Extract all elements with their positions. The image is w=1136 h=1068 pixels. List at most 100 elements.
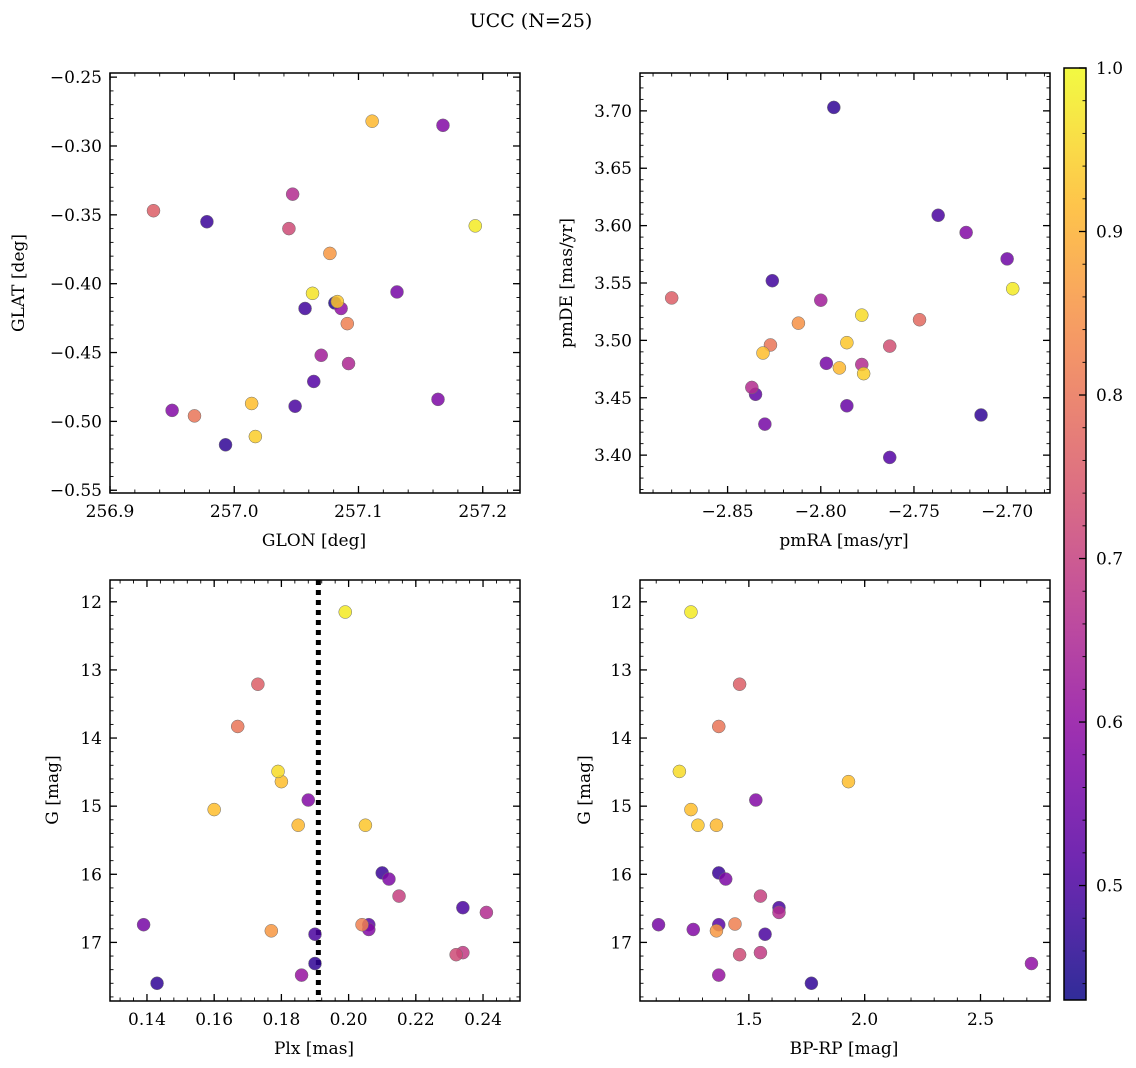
data-point	[712, 719, 726, 734]
data-point	[308, 927, 322, 941]
data-point	[732, 947, 747, 962]
data-point	[314, 348, 328, 363]
data-point	[840, 399, 854, 413]
data-point	[294, 968, 309, 982]
data-point	[307, 374, 321, 389]
colorbar: 0.5 0.6 0.7 0.8 0.9 1.0	[1063, 59, 1123, 1001]
y-tick-label: 14	[610, 729, 632, 749]
x-tick-label: 0.22	[397, 1010, 435, 1030]
data-point	[355, 917, 369, 932]
x-tick-label: −2.85	[702, 502, 754, 522]
colorbar-gradient	[1064, 68, 1086, 1000]
data-point	[230, 719, 245, 734]
y-axis-label: GLAT [deg]	[9, 234, 29, 332]
data-point	[187, 409, 202, 423]
data-point	[672, 764, 687, 779]
x-tick-label: 0.24	[464, 1010, 502, 1030]
data-point	[436, 118, 450, 133]
y-tick-label: 15	[610, 797, 632, 817]
x-tick-label: 0.20	[330, 1010, 368, 1030]
data-point	[765, 273, 780, 288]
data-point	[218, 438, 233, 452]
data-point	[819, 356, 834, 371]
data-point	[974, 408, 988, 422]
x-tick-label: 2.5	[967, 1010, 994, 1030]
data-point	[856, 366, 871, 381]
data-point	[882, 450, 897, 465]
data-point	[732, 677, 747, 691]
x-tick-label: −2.70	[981, 502, 1033, 522]
data-point	[709, 818, 724, 832]
y-tick-label: 3.70	[594, 102, 632, 122]
data-point	[758, 417, 772, 431]
colorbar-tick-label: 0.5	[1096, 877, 1123, 897]
data-point	[1005, 281, 1020, 296]
data-point	[298, 301, 312, 316]
data-point	[136, 917, 151, 932]
data-point	[753, 945, 768, 960]
data-point	[150, 976, 164, 991]
data-point	[745, 380, 759, 395]
data-point	[827, 100, 841, 115]
data-point	[756, 346, 770, 360]
y-tick-label: −0.40	[50, 275, 102, 295]
data-point	[365, 114, 379, 128]
data-point	[912, 312, 927, 327]
data-point	[301, 793, 316, 807]
data-point	[684, 802, 698, 817]
x-tick-label: 0.16	[195, 1010, 233, 1030]
x-axis-label: pmRA [mas/yr]	[779, 531, 908, 551]
data-point	[841, 774, 856, 789]
data-point	[1000, 252, 1014, 266]
data-point	[468, 219, 483, 233]
colorbar-tick-label: 1.0	[1096, 59, 1123, 79]
data-point	[200, 214, 214, 229]
y-tick-label: −0.55	[50, 481, 102, 501]
y-tick-label: 3.60	[594, 217, 632, 237]
data-point	[728, 917, 742, 931]
plot-frame	[109, 72, 521, 494]
colorbar-tick-label: 0.6	[1096, 713, 1123, 733]
colorbar-tick-label: 0.8	[1096, 386, 1123, 406]
y-tick-label: 13	[80, 661, 102, 681]
data-point	[264, 924, 279, 938]
x-axis-label: Plx [mas]	[274, 1039, 354, 1059]
data-point	[664, 291, 679, 305]
data-point	[291, 818, 305, 832]
data-point	[248, 429, 263, 444]
data-point	[456, 900, 470, 915]
data-point	[390, 285, 404, 299]
data-point	[684, 605, 698, 619]
y-tick-label: 17	[610, 933, 632, 953]
data-point	[382, 872, 396, 886]
y-tick-label: −0.50	[50, 412, 102, 432]
data-point	[718, 872, 733, 886]
plot-frame	[639, 72, 1051, 494]
data-point	[758, 927, 772, 941]
panel-glon-glat: GLON [deg] GLAT [deg] 256.9 257.0 257.1 257…	[9, 68, 521, 551]
y-tick-label: 3.40	[594, 446, 632, 466]
y-tick-label: 14	[80, 729, 102, 749]
x-tick-label: 0.18	[262, 1010, 300, 1030]
data-point	[749, 793, 763, 807]
panel-bprp-g: BP-RP [mag] G [mag] 1.5 2.0 2.5 12 13 14 15 16 1…	[575, 579, 1051, 1059]
data-point	[840, 335, 854, 350]
x-tick-label: 257.2	[458, 502, 507, 522]
data-point	[855, 308, 869, 322]
data-point	[358, 818, 373, 832]
y-tick-label: 17	[80, 933, 102, 953]
data-point	[1024, 956, 1039, 971]
data-point	[686, 922, 701, 937]
colorbar-tick-label: 0.9	[1096, 223, 1123, 243]
y-tick-label: 13	[610, 661, 632, 681]
data-point	[244, 396, 259, 411]
data-point	[341, 356, 356, 371]
x-tick-label: 2.0	[851, 1010, 878, 1030]
data-point	[207, 802, 221, 817]
data-point	[338, 605, 352, 619]
y-tick-label: −0.25	[50, 68, 102, 88]
data-point	[804, 976, 819, 991]
y-tick-label: 3.45	[594, 389, 632, 409]
data-point	[165, 403, 179, 418]
data-point	[814, 293, 828, 307]
